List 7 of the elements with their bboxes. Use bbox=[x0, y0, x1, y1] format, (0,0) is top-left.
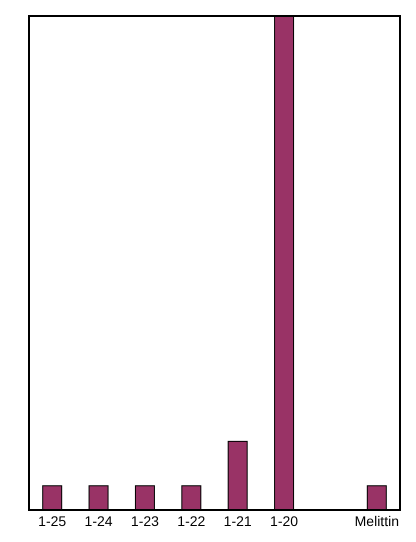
x-tick-label: 1-21 bbox=[224, 513, 252, 529]
x-tick-label: 1-20 bbox=[270, 513, 298, 529]
x-tick-label: Melittin bbox=[354, 513, 399, 529]
x-tick-label: 1-25 bbox=[38, 513, 66, 529]
x-tick-label: 1-23 bbox=[130, 513, 160, 529]
x-tick-label: 1-24 bbox=[84, 513, 113, 529]
x-tick-label: 1-22 bbox=[177, 513, 206, 529]
